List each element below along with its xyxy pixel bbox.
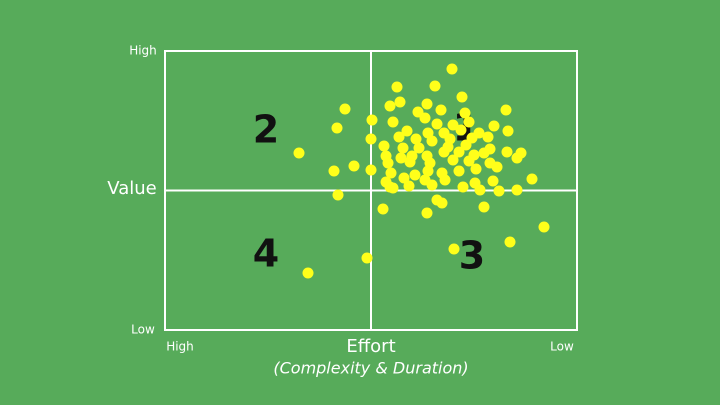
point <box>361 252 373 264</box>
point <box>457 181 469 193</box>
point <box>446 63 458 75</box>
point <box>459 107 471 119</box>
point <box>332 189 344 201</box>
point <box>393 131 405 143</box>
point <box>455 124 467 136</box>
point <box>382 157 394 169</box>
point <box>384 100 396 112</box>
point <box>456 91 468 103</box>
point <box>474 184 486 196</box>
point <box>397 142 409 154</box>
point <box>391 81 403 93</box>
point <box>470 163 482 175</box>
point <box>339 103 351 115</box>
quadrant-label: 4 <box>253 232 279 276</box>
point <box>493 185 505 197</box>
point <box>331 122 343 134</box>
point <box>422 165 434 177</box>
x-tick-label: High <box>166 340 194 354</box>
y-tick-label: Low <box>131 323 155 337</box>
point <box>410 133 422 145</box>
point <box>426 135 438 147</box>
point <box>511 184 523 196</box>
point <box>491 161 503 173</box>
point <box>447 154 459 166</box>
point <box>378 140 390 152</box>
point <box>426 179 438 191</box>
point <box>409 169 421 181</box>
point <box>482 131 494 143</box>
point <box>365 133 377 145</box>
point <box>419 112 431 124</box>
point <box>328 165 340 177</box>
point <box>387 116 399 128</box>
point <box>385 167 397 179</box>
point <box>501 146 513 158</box>
point <box>421 98 433 110</box>
point <box>538 221 550 233</box>
point <box>366 114 378 126</box>
point <box>488 120 500 132</box>
point <box>365 164 377 176</box>
x-tick-label: Low <box>550 340 574 354</box>
point <box>395 152 407 164</box>
point <box>463 116 475 128</box>
point <box>404 156 416 168</box>
point <box>387 182 399 194</box>
point <box>429 80 441 92</box>
point <box>401 125 413 137</box>
point <box>293 147 305 159</box>
point <box>460 139 472 151</box>
point <box>435 104 447 116</box>
point <box>478 201 490 213</box>
y-axis-label: Value <box>107 178 156 199</box>
point <box>453 146 465 158</box>
point <box>511 152 523 164</box>
point <box>478 147 490 159</box>
point <box>502 125 514 137</box>
point <box>436 197 448 209</box>
y-tick-label: High <box>129 44 157 58</box>
point <box>377 203 389 215</box>
x-axis-label: Effort <box>346 336 395 357</box>
point <box>421 207 433 219</box>
point <box>438 146 450 158</box>
point <box>453 165 465 177</box>
point <box>463 155 475 167</box>
point <box>504 236 516 248</box>
quadrant-label: 2 <box>253 108 279 152</box>
point <box>439 174 451 186</box>
point <box>487 175 499 187</box>
x-axis-sublabel: (Complexity & Duration) <box>273 359 468 378</box>
point <box>500 104 512 116</box>
point <box>302 267 314 279</box>
point <box>447 119 459 131</box>
point <box>448 243 460 255</box>
point <box>526 173 538 185</box>
quadrant-label: 3 <box>459 234 485 278</box>
point <box>398 172 410 184</box>
point <box>394 96 406 108</box>
point <box>413 142 425 154</box>
point <box>403 180 415 192</box>
point <box>431 118 443 130</box>
point <box>348 160 360 172</box>
